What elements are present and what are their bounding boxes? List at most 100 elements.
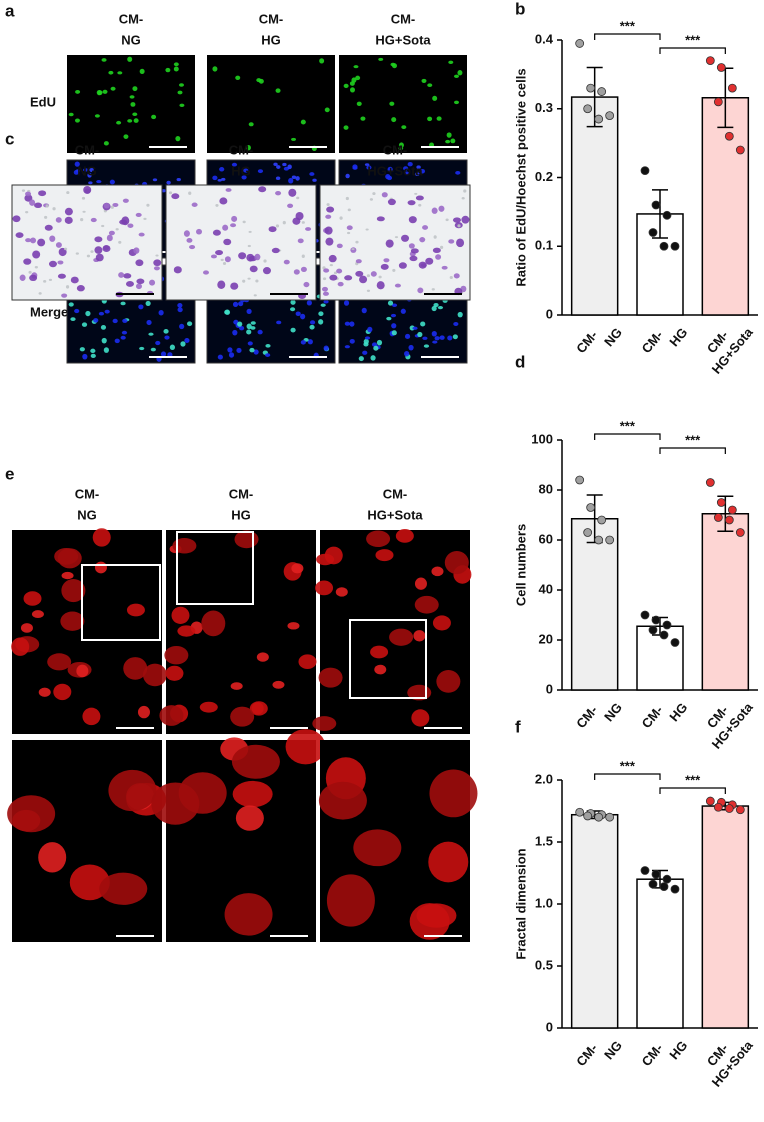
data-point [670, 638, 680, 647]
row-label: EdU [30, 94, 56, 109]
cell [445, 139, 451, 144]
cell [391, 330, 397, 336]
cell [335, 587, 348, 597]
cell [452, 334, 458, 340]
cell [410, 248, 419, 254]
cell [122, 198, 129, 203]
cell [453, 74, 459, 78]
cell [123, 273, 132, 279]
cell [108, 230, 115, 236]
cell [164, 645, 189, 665]
cell [64, 216, 73, 224]
cell [23, 258, 32, 265]
data-point [597, 87, 607, 96]
cell [48, 260, 57, 268]
cell [350, 247, 357, 253]
cell [60, 611, 85, 631]
data-point [583, 528, 593, 537]
cell [366, 289, 371, 292]
data-point [727, 505, 737, 515]
cell [149, 279, 156, 286]
cell [12, 215, 21, 223]
column-label: NG [121, 32, 141, 47]
cell [353, 65, 359, 69]
data-point [724, 804, 734, 813]
cell [189, 244, 196, 250]
cell [29, 199, 36, 206]
cell [429, 769, 478, 818]
cell [232, 329, 238, 336]
cell [94, 114, 100, 118]
cell [391, 303, 398, 308]
bar [701, 97, 750, 316]
row-label: Merge [30, 304, 68, 319]
cell [186, 321, 193, 327]
cell [163, 329, 169, 334]
cell [403, 171, 410, 175]
cell [453, 321, 459, 327]
cell [288, 177, 294, 184]
cell [351, 248, 355, 251]
cell [136, 278, 145, 285]
cell [231, 162, 238, 167]
cell [392, 268, 396, 272]
column-label: HG+Sota [367, 507, 423, 522]
x-tick-label-line: NG [601, 1038, 625, 1063]
cell [404, 351, 410, 357]
cell [103, 202, 110, 209]
x-tick-label: CM-HG+Sota [704, 324, 756, 377]
cell [291, 137, 297, 141]
cell [412, 326, 418, 330]
significance-label: *** [685, 32, 701, 47]
cell [255, 279, 259, 283]
cell [217, 280, 226, 289]
cell [389, 101, 395, 106]
micrograph [207, 55, 335, 153]
micrograph [319, 184, 471, 301]
cell [408, 344, 414, 351]
cell [68, 302, 74, 307]
cell [318, 319, 324, 325]
significance-label: *** [620, 18, 636, 33]
cell [350, 87, 356, 93]
cell [276, 320, 282, 325]
cell [461, 215, 470, 224]
data-point [640, 610, 650, 620]
cell [38, 292, 42, 295]
cell [212, 66, 218, 72]
cell [100, 325, 107, 330]
cell [408, 216, 417, 224]
data-point [594, 114, 604, 124]
cell [449, 275, 453, 279]
cell [160, 351, 167, 357]
cell [94, 246, 103, 254]
cell [148, 332, 154, 336]
data-point [575, 39, 585, 48]
x-tick-label-line: HG [666, 700, 690, 725]
cell [98, 311, 105, 316]
y-axis-label: Ratio of EdU/Hoechst positive cells [513, 68, 528, 286]
x-tick-label-line: NG [601, 700, 625, 725]
cell [224, 893, 273, 936]
cell [431, 207, 438, 214]
cell [263, 259, 267, 263]
cell [408, 243, 415, 249]
cell [364, 336, 371, 340]
cell [120, 335, 126, 340]
bar [636, 878, 684, 1029]
cell [275, 88, 281, 93]
panel-letter: d [515, 352, 525, 371]
cell [48, 278, 53, 281]
cell [19, 274, 26, 281]
y-axis-label: Fractal dimension [513, 848, 528, 959]
cell [83, 168, 89, 172]
column-label: CM- [229, 142, 254, 157]
cell [158, 309, 164, 316]
cell [177, 625, 196, 637]
cell [90, 217, 97, 223]
x-tick-label: CM-HG+Sota [704, 1037, 756, 1090]
cell [135, 259, 144, 267]
x-tick-label-line: NG [601, 325, 625, 350]
significance-bracket [659, 47, 726, 54]
cell [262, 267, 271, 275]
